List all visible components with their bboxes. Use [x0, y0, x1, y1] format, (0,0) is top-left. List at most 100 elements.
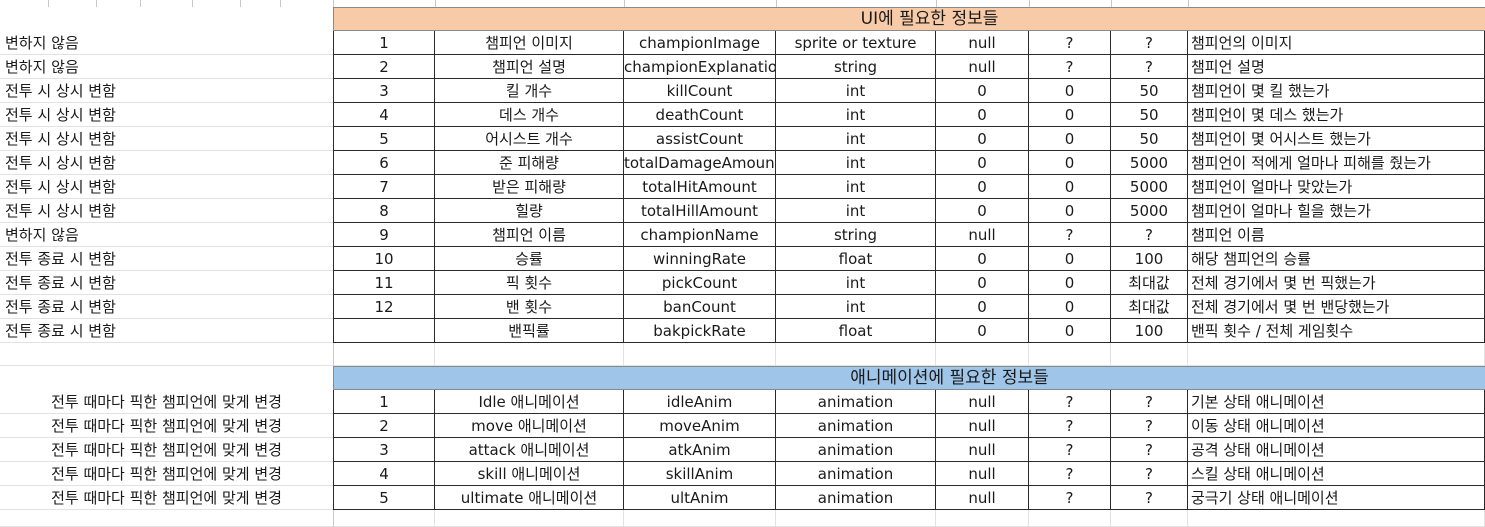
type-cell[interactable]: animation — [776, 486, 936, 510]
note-cell[interactable]: 전투 때마다 픽한 챔피언에 맞게 변경 — [0, 414, 333, 438]
no-cell[interactable]: 1 — [333, 390, 435, 414]
type-cell[interactable]: int — [776, 103, 936, 127]
desc-cell[interactable]: 전체 경기에서 몇 번 픽했는가 — [1188, 271, 1485, 295]
type-cell[interactable]: int — [776, 175, 936, 199]
empty-cell[interactable] — [0, 343, 333, 366]
max-cell[interactable]: 5000 — [1111, 199, 1188, 223]
empty-cell[interactable] — [333, 343, 435, 366]
var-cell[interactable]: idleAnim — [624, 390, 776, 414]
var-cell[interactable]: banCount — [624, 295, 776, 319]
min-cell[interactable]: ? — [1029, 55, 1111, 79]
desc-cell[interactable]: 챔피언 설명 — [1188, 55, 1485, 79]
type-cell[interactable]: int — [776, 151, 936, 175]
empty-cell[interactable] — [1029, 510, 1111, 527]
no-cell[interactable]: 2 — [333, 55, 435, 79]
type-cell[interactable]: sprite or texture — [776, 31, 936, 55]
max-cell[interactable]: ? — [1111, 31, 1188, 55]
min-cell[interactable]: ? — [1029, 486, 1111, 510]
empty-cell[interactable] — [936, 343, 1029, 366]
var-cell[interactable]: ultAnim — [624, 486, 776, 510]
empty-cell[interactable] — [624, 343, 776, 366]
no-cell[interactable]: 7 — [333, 175, 435, 199]
name-cell[interactable]: 어시스트 개수 — [435, 127, 624, 151]
name-cell[interactable]: 힐량 — [435, 199, 624, 223]
note-cell[interactable]: 전투 때마다 픽한 챔피언에 맞게 변경 — [0, 390, 333, 414]
no-cell[interactable]: 11 — [333, 271, 435, 295]
name-cell[interactable]: 챔피언 이름 — [435, 223, 624, 247]
type-cell[interactable]: float — [776, 247, 936, 271]
desc-cell[interactable]: 스킬 상태 애니메이션 — [1188, 462, 1485, 486]
min-cell[interactable]: 0 — [1029, 151, 1111, 175]
min-cell[interactable]: ? — [1029, 414, 1111, 438]
default-cell[interactable]: 0 — [936, 79, 1029, 103]
default-cell[interactable]: null — [936, 223, 1029, 247]
empty-cell[interactable] — [0, 510, 333, 527]
empty-cell[interactable] — [1188, 510, 1485, 527]
default-cell[interactable]: null — [936, 414, 1029, 438]
no-cell[interactable]: 10 — [333, 247, 435, 271]
max-cell[interactable]: 100 — [1111, 319, 1188, 343]
no-cell[interactable]: 12 — [333, 295, 435, 319]
desc-cell[interactable]: 궁극기 상태 애니메이션 — [1188, 486, 1485, 510]
default-cell[interactable]: null — [936, 486, 1029, 510]
desc-cell[interactable]: 챔피언 이름 — [1188, 223, 1485, 247]
note-cell[interactable]: 전투 시 상시 변함 — [0, 79, 333, 103]
note-cell[interactable]: 전투 시 상시 변함 — [0, 175, 333, 199]
no-cell[interactable]: 3 — [333, 438, 435, 462]
name-cell[interactable]: attack 애니메이션 — [435, 438, 624, 462]
name-cell[interactable]: 챔피언 설명 — [435, 55, 624, 79]
default-cell[interactable]: null — [936, 438, 1029, 462]
max-cell[interactable]: 50 — [1111, 79, 1188, 103]
empty-cell[interactable] — [1188, 343, 1485, 366]
no-cell[interactable] — [333, 319, 435, 343]
default-cell[interactable]: null — [936, 462, 1029, 486]
desc-cell[interactable]: 챔피언이 몇 데스 했는가 — [1188, 103, 1485, 127]
var-cell[interactable]: assistCount — [624, 127, 776, 151]
note-cell[interactable]: 전투 때마다 픽한 챔피언에 맞게 변경 — [0, 462, 333, 486]
var-cell[interactable]: skillAnim — [624, 462, 776, 486]
default-cell[interactable]: 0 — [936, 127, 1029, 151]
min-cell[interactable]: 0 — [1029, 79, 1111, 103]
no-cell[interactable]: 8 — [333, 199, 435, 223]
name-cell[interactable]: 픽 횟수 — [435, 271, 624, 295]
note-cell[interactable]: 전투 시 상시 변함 — [0, 127, 333, 151]
note-cell[interactable]: 전투 종료 시 변함 — [0, 247, 333, 271]
var-cell[interactable]: totalHillAmount — [624, 199, 776, 223]
default-cell[interactable]: null — [936, 55, 1029, 79]
default-cell[interactable]: 0 — [936, 271, 1029, 295]
empty-cell[interactable] — [435, 510, 624, 527]
type-cell[interactable]: animation — [776, 462, 936, 486]
type-cell[interactable]: int — [776, 79, 936, 103]
default-cell[interactable]: 0 — [936, 319, 1029, 343]
note-cell[interactable]: 전투 시 상시 변함 — [0, 151, 333, 175]
type-cell[interactable]: animation — [776, 390, 936, 414]
name-cell[interactable]: 밴 횟수 — [435, 295, 624, 319]
type-cell[interactable]: animation — [776, 414, 936, 438]
no-cell[interactable]: 5 — [333, 486, 435, 510]
desc-cell[interactable]: 챔피언이 몇 어시스트 했는가 — [1188, 127, 1485, 151]
type-cell[interactable]: int — [776, 295, 936, 319]
min-cell[interactable]: 0 — [1029, 175, 1111, 199]
desc-cell[interactable]: 챔피언이 얼마나 맞았는가 — [1188, 175, 1485, 199]
var-cell[interactable]: championName — [624, 223, 776, 247]
note-cell[interactable]: 변하지 않음 — [0, 31, 333, 55]
no-cell[interactable]: 3 — [333, 79, 435, 103]
min-cell[interactable]: 0 — [1029, 127, 1111, 151]
name-cell[interactable]: 승률 — [435, 247, 624, 271]
min-cell[interactable]: 0 — [1029, 247, 1111, 271]
desc-cell[interactable]: 밴픽 횟수 / 전체 게임횟수 — [1188, 319, 1485, 343]
var-cell[interactable]: deathCount — [624, 103, 776, 127]
ui-section-header[interactable]: UI에 필요한 정보들 — [333, 7, 1485, 31]
empty-cell[interactable] — [936, 510, 1029, 527]
min-cell[interactable]: ? — [1029, 31, 1111, 55]
name-cell[interactable]: Idle 애니메이션 — [435, 390, 624, 414]
min-cell[interactable]: 0 — [1029, 199, 1111, 223]
var-cell[interactable]: killCount — [624, 79, 776, 103]
type-cell[interactable]: animation — [776, 438, 936, 462]
min-cell[interactable]: ? — [1029, 438, 1111, 462]
anim-section-header[interactable]: 애니메이션에 필요한 정보들 — [333, 366, 1485, 390]
empty-cell[interactable] — [776, 510, 936, 527]
var-cell[interactable]: totalHitAmount — [624, 175, 776, 199]
type-cell[interactable]: int — [776, 199, 936, 223]
name-cell[interactable]: 챔피언 이미지 — [435, 31, 624, 55]
